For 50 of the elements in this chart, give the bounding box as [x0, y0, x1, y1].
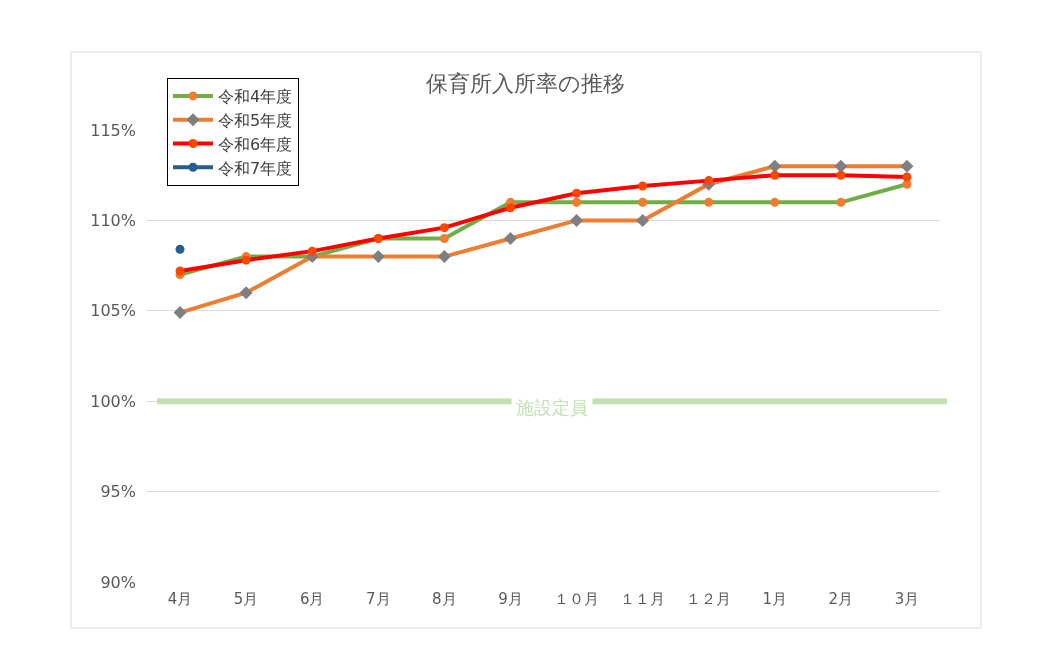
- point: [439, 233, 449, 243]
- point: [704, 176, 714, 186]
- x-tick-label: １０月: [554, 590, 600, 608]
- x-tick-label: 8月: [432, 590, 457, 608]
- x-tick-label: １１月: [620, 590, 666, 608]
- chart-title: 保育所入所率の推移: [425, 70, 625, 96]
- y-tick-label: 90%: [100, 572, 136, 592]
- point: [836, 170, 846, 180]
- point: [572, 197, 582, 207]
- point: [175, 266, 185, 276]
- point: [704, 197, 714, 207]
- point: [173, 306, 187, 320]
- x-tick-label: 2月: [828, 590, 854, 608]
- x-tick-label: 7月: [366, 590, 391, 608]
- legend-label: 令和5年度: [218, 110, 293, 130]
- point: [900, 159, 914, 173]
- point: [307, 246, 317, 256]
- point: [570, 213, 584, 227]
- y-tick-label: 105%: [90, 301, 136, 321]
- point: [834, 159, 848, 173]
- point: [770, 197, 780, 207]
- y-tick-label: 100%: [90, 391, 136, 411]
- legend-label: 令和4年度: [218, 87, 293, 107]
- y-tick-label: 115%: [90, 120, 136, 140]
- point: [572, 188, 582, 198]
- y-tick-label: 95%: [100, 482, 136, 502]
- point: [902, 172, 912, 182]
- point: [503, 231, 517, 245]
- x-tick-label: 5月: [233, 590, 259, 608]
- point: [437, 250, 451, 264]
- x-tick-label: 6月: [299, 590, 325, 608]
- legend-label: 令和6年度: [218, 134, 293, 154]
- ref-line-label: 施設定員: [516, 397, 588, 418]
- point: [636, 213, 650, 227]
- point: [638, 197, 648, 207]
- legend-label: 令和7年度: [218, 158, 293, 178]
- point: [505, 203, 515, 213]
- point: [638, 181, 648, 191]
- x-tick-label: １２月: [686, 590, 732, 608]
- point: [836, 197, 846, 207]
- x-tick-label: 3月: [894, 590, 920, 608]
- x-tick-label: 4月: [167, 590, 193, 608]
- point: [371, 250, 385, 264]
- point: [439, 223, 449, 233]
- point: [239, 286, 253, 300]
- y-tick-label: 110%: [90, 211, 136, 230]
- point: [768, 159, 782, 173]
- x-tick-label: 9月: [498, 590, 523, 608]
- point: [770, 170, 780, 180]
- x-tick-label: 1月: [762, 590, 788, 608]
